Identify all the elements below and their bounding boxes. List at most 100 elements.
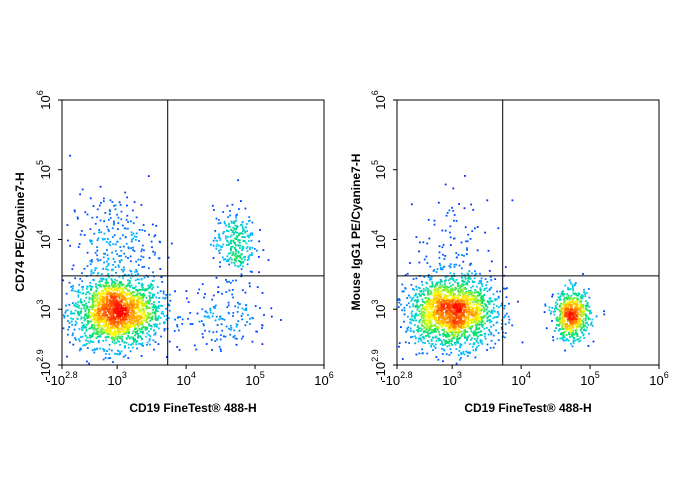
event-dot (586, 326, 588, 329)
event-dot (145, 321, 147, 323)
event-dot (440, 292, 443, 295)
event-dot (106, 336, 109, 338)
event-dot (228, 312, 230, 315)
event-dot (126, 196, 128, 199)
event-dot (500, 322, 503, 325)
event-dot (133, 235, 136, 238)
event-dot (435, 304, 438, 307)
event-dot (151, 293, 154, 296)
event-dot (441, 229, 444, 232)
event-dot (431, 281, 433, 283)
event-dot (444, 255, 447, 257)
event-dot (229, 324, 232, 327)
event-dot (132, 222, 135, 225)
event-dot (149, 292, 152, 295)
event-dot (465, 316, 468, 318)
event-dot (441, 326, 443, 329)
event-dot (103, 311, 106, 313)
event-dot (550, 310, 553, 313)
event-dot (406, 297, 409, 299)
event-dot (66, 355, 68, 358)
event-dot (453, 317, 455, 319)
event-dot (570, 333, 573, 336)
event-dot (119, 203, 122, 206)
event-dot (76, 305, 78, 308)
event-dot (89, 305, 91, 308)
event-dot (65, 309, 67, 312)
event-dot (412, 331, 415, 333)
event-dot (503, 287, 505, 290)
event-dot (113, 320, 116, 323)
event-dot (153, 235, 156, 238)
event-dot (235, 214, 238, 217)
event-dot (566, 318, 569, 321)
event-dot (435, 313, 437, 315)
event-dot (488, 319, 490, 322)
event-dot (94, 295, 96, 298)
event-dot (129, 269, 132, 272)
event-dot (561, 321, 564, 323)
event-dot (425, 281, 428, 284)
event-dot (225, 237, 227, 240)
event-dot (144, 289, 146, 292)
event-dot (449, 266, 452, 269)
event-dot (124, 297, 127, 300)
event-dot (68, 326, 71, 328)
event-dot (475, 349, 477, 352)
event-dot (470, 298, 473, 301)
event-dot (102, 278, 105, 281)
event-dot (149, 296, 152, 299)
event-dot (448, 330, 451, 333)
event-dot (218, 318, 221, 321)
event-dot (108, 276, 110, 278)
event-dot (251, 232, 253, 235)
event-dot (430, 329, 433, 331)
event-dot (148, 297, 151, 300)
event-dot (82, 344, 85, 347)
event-dot (86, 291, 89, 294)
event-dot (573, 293, 576, 296)
event-dot (587, 323, 590, 326)
event-dot (157, 315, 160, 318)
event-dot (130, 231, 133, 234)
event-dot (137, 258, 140, 261)
event-dot (146, 332, 149, 335)
event-dot (455, 300, 458, 302)
event-dot (465, 306, 468, 308)
event-dot (155, 325, 158, 328)
event-dot (261, 343, 264, 345)
event-dot (122, 321, 124, 324)
event-dot (492, 324, 495, 327)
event-dot (100, 333, 103, 335)
event-dot (442, 321, 445, 324)
event-dot (110, 288, 112, 290)
event-dot (483, 307, 485, 310)
event-dot (133, 250, 136, 252)
event-dot (136, 330, 139, 332)
event-dot (117, 216, 120, 219)
event-dot (437, 304, 440, 306)
event-dot (187, 301, 190, 303)
event-dot (163, 329, 166, 332)
event-dot (165, 318, 168, 321)
event-dot (423, 258, 426, 261)
event-dot (465, 322, 468, 325)
event-dot (471, 312, 474, 315)
event-dot (557, 292, 560, 295)
event-dot (232, 279, 234, 282)
event-dot (465, 240, 467, 243)
event-dot (572, 289, 575, 292)
event-dot (403, 307, 406, 309)
event-dot (154, 251, 156, 254)
event-dot (242, 227, 244, 230)
event-dot (112, 223, 115, 226)
event-dot (417, 327, 420, 330)
event-dot (152, 250, 154, 253)
event-dot (93, 316, 95, 319)
event-dot (483, 316, 485, 319)
event-dot (142, 299, 144, 302)
event-dot (105, 314, 107, 317)
event-dot (103, 317, 105, 320)
event-dot (102, 292, 104, 295)
event-dot (120, 324, 123, 327)
